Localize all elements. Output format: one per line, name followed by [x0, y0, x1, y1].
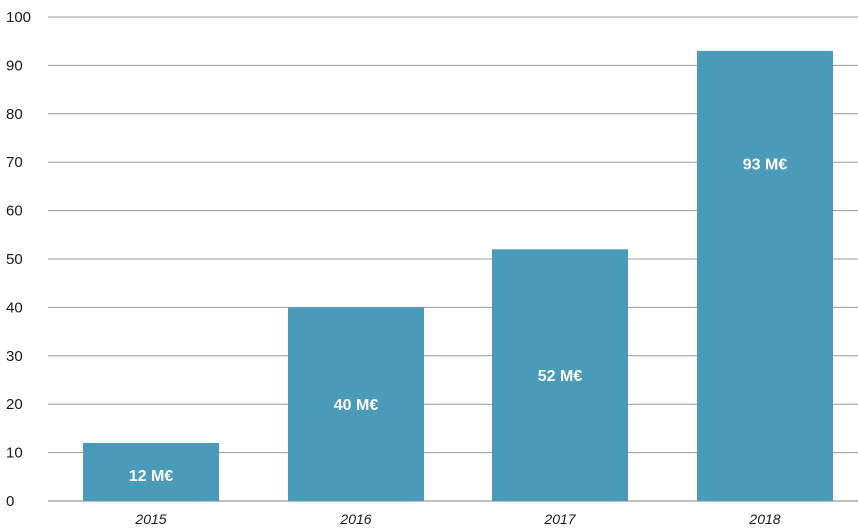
y-axis-ticks: 0 10 20 30 40 50 60 70 80 90 100 — [6, 9, 31, 510]
y-tick-label: 60 — [6, 203, 23, 220]
y-tick-label: 40 — [6, 299, 23, 316]
bar-data-label: 93 M€ — [743, 156, 788, 173]
x-tick-label: 2016 — [339, 511, 371, 527]
bar-data-label: 12 M€ — [129, 468, 174, 485]
y-tick-label: 10 — [6, 445, 23, 462]
bar-data-label: 40 M€ — [334, 397, 379, 414]
y-tick-label: 0 — [6, 493, 14, 510]
y-tick-label: 90 — [6, 57, 23, 74]
bar-data-label: 52 M€ — [538, 368, 583, 385]
bars: 12 M€ 40 M€ 52 M€ 93 M€ — [83, 50, 833, 501]
y-tick-label: 50 — [6, 251, 23, 268]
y-tick-label: 100 — [6, 9, 31, 26]
x-tick-label: 2015 — [134, 511, 166, 527]
x-axis-ticks: 2015 2016 2017 2018 — [134, 511, 780, 527]
y-tick-label: 30 — [6, 348, 23, 365]
bar-2016 — [288, 307, 424, 501]
y-tick-label: 70 — [6, 154, 23, 171]
x-tick-label: 2018 — [748, 511, 780, 527]
bar-2017 — [492, 249, 628, 501]
x-tick-label: 2017 — [543, 511, 576, 527]
y-tick-label: 20 — [6, 396, 23, 413]
bar-2018 — [697, 50, 833, 501]
y-tick-label: 80 — [6, 106, 23, 123]
bar-2015 — [83, 442, 219, 501]
